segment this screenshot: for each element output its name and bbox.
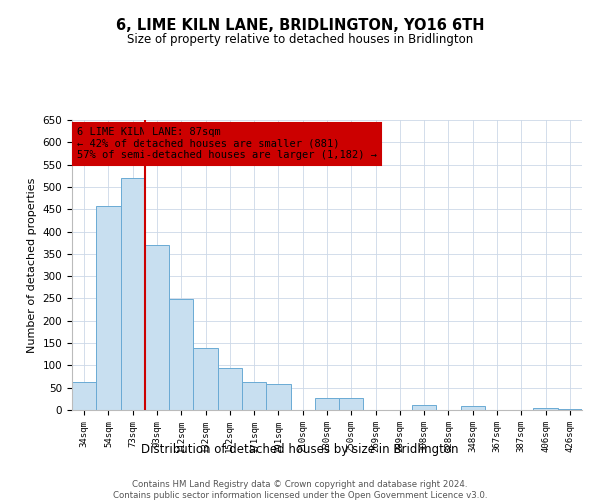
Text: Contains HM Land Registry data © Crown copyright and database right 2024.: Contains HM Land Registry data © Crown c…	[132, 480, 468, 489]
Bar	[315, 398, 339, 410]
Bar	[72, 382, 96, 410]
Bar	[412, 404, 436, 410]
Text: Size of property relative to detached houses in Bridlington: Size of property relative to detached ho…	[127, 32, 473, 46]
Bar	[218, 368, 242, 410]
Bar	[533, 408, 558, 410]
Bar	[242, 382, 266, 410]
Bar	[266, 384, 290, 410]
Text: Contains public sector information licensed under the Open Government Licence v3: Contains public sector information licen…	[113, 491, 487, 500]
Bar	[96, 206, 121, 410]
Bar	[193, 348, 218, 410]
Bar	[145, 245, 169, 410]
Text: 6, LIME KILN LANE, BRIDLINGTON, YO16 6TH: 6, LIME KILN LANE, BRIDLINGTON, YO16 6TH	[116, 18, 484, 32]
Bar	[169, 300, 193, 410]
Bar	[121, 178, 145, 410]
Text: Distribution of detached houses by size in Bridlington: Distribution of detached houses by size …	[141, 442, 459, 456]
Text: 6 LIME KILN LANE: 87sqm
← 42% of detached houses are smaller (881)
57% of semi-d: 6 LIME KILN LANE: 87sqm ← 42% of detache…	[77, 127, 377, 160]
Y-axis label: Number of detached properties: Number of detached properties	[27, 178, 37, 352]
Bar	[461, 406, 485, 410]
Bar	[339, 398, 364, 410]
Bar	[558, 408, 582, 410]
